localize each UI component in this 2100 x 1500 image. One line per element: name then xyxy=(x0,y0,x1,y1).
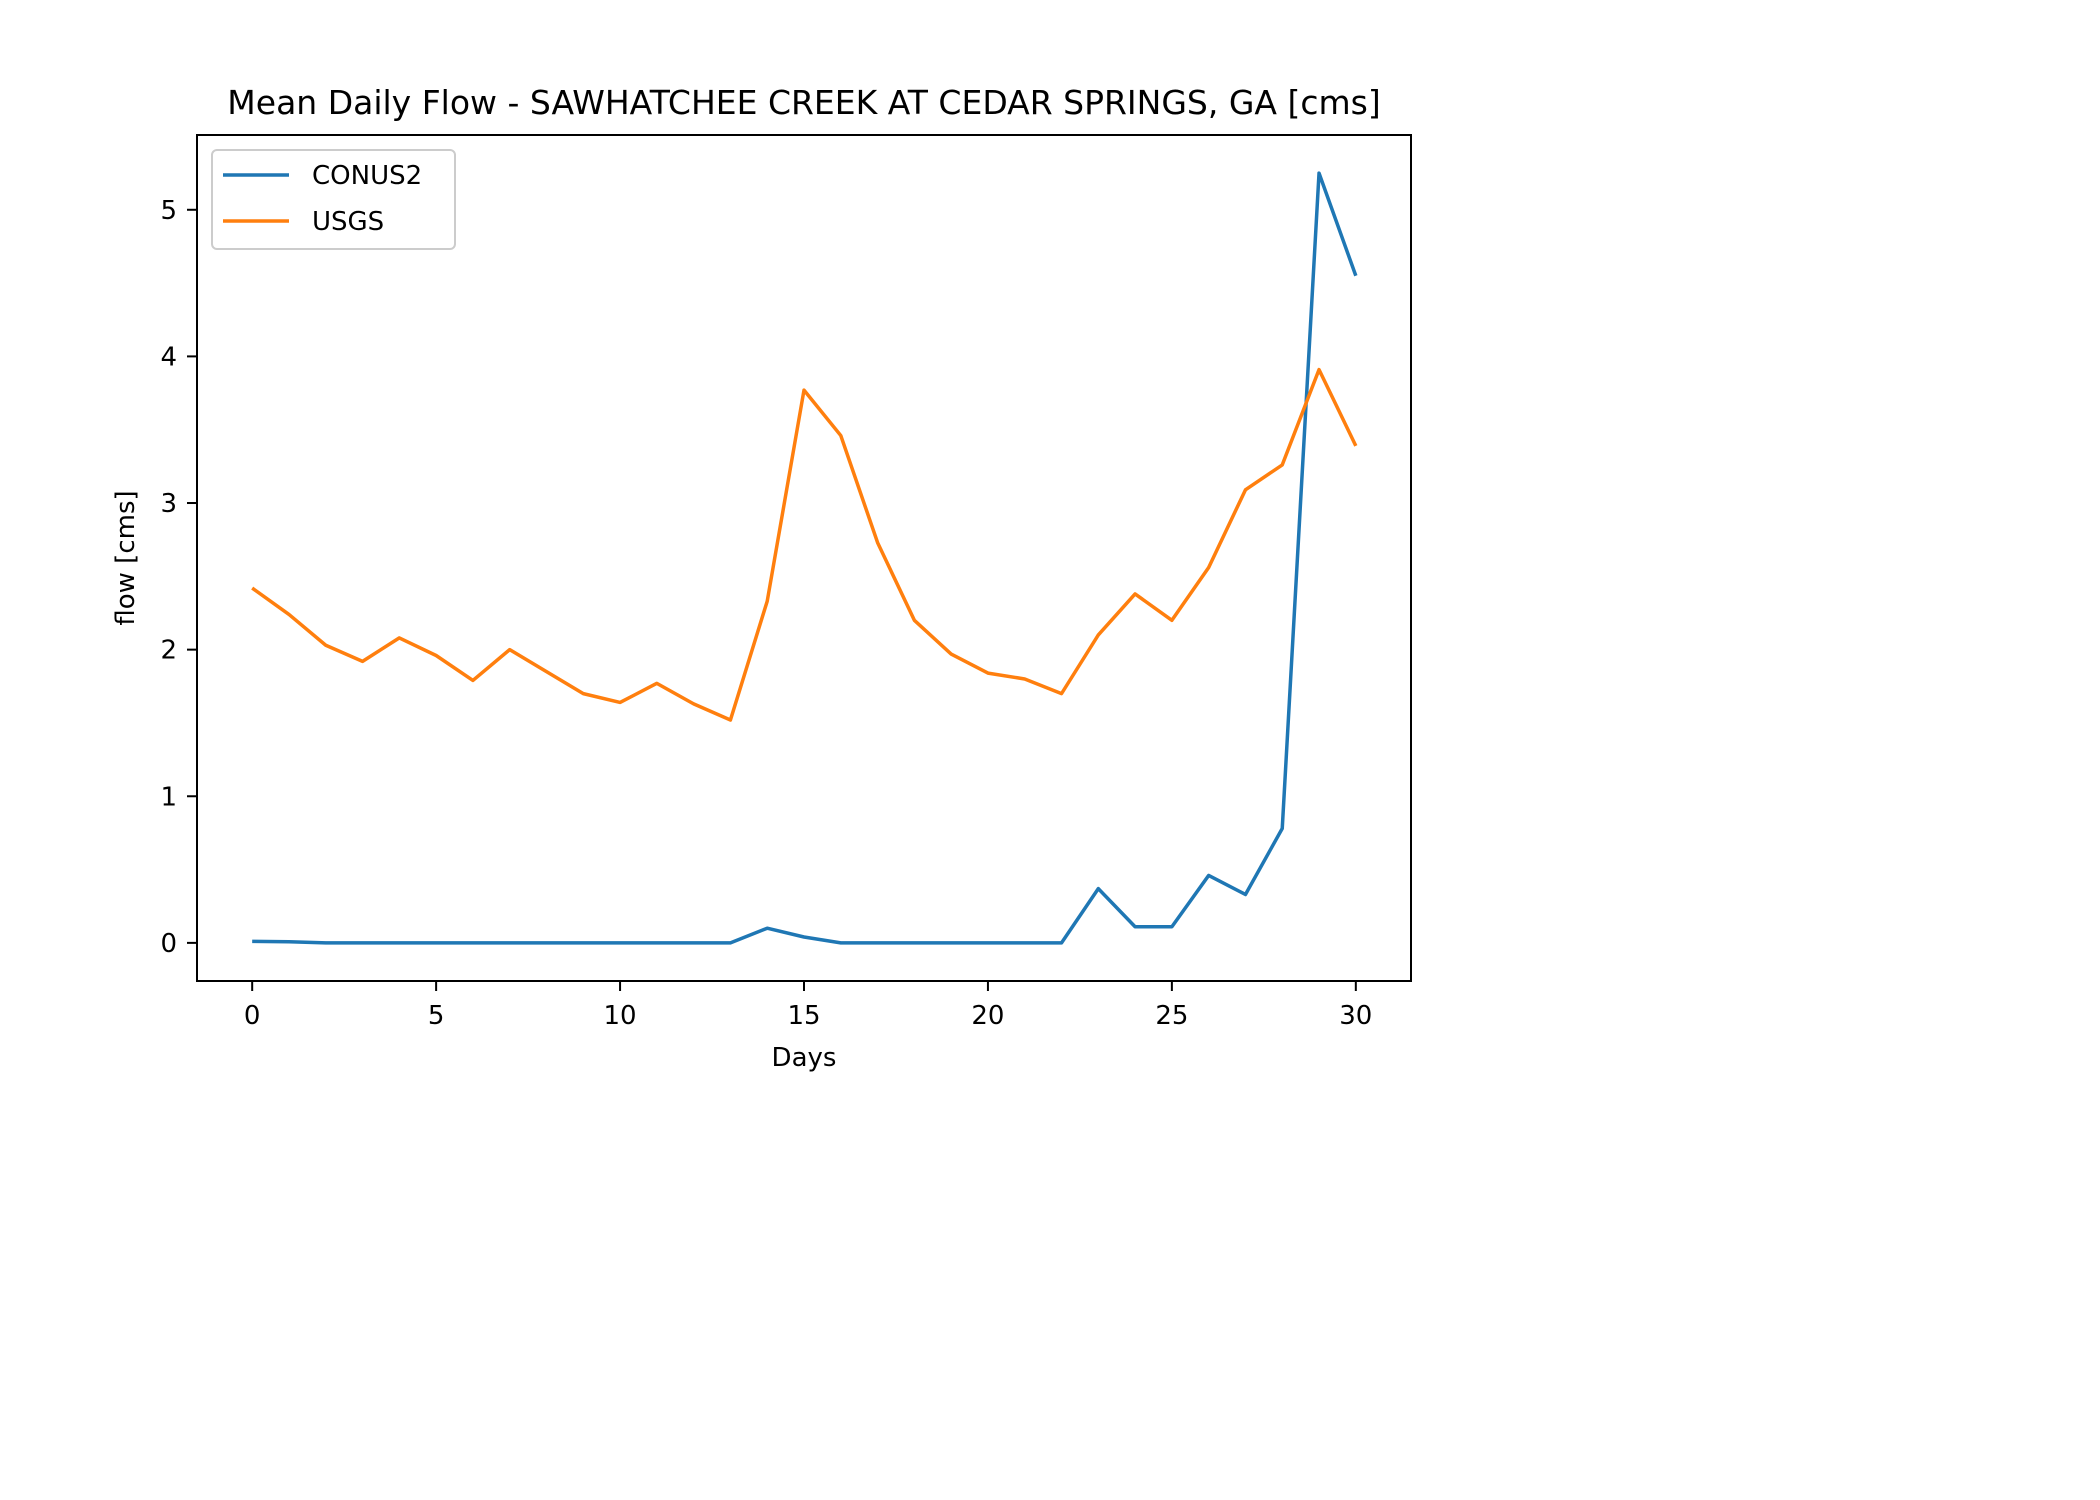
chart-title: Mean Daily Flow - SAWHATCHEE CREEK AT CE… xyxy=(227,83,1380,122)
x-tick-label: 10 xyxy=(604,1001,637,1031)
x-tick-label: 15 xyxy=(787,1001,820,1031)
legend: CONUS2 USGS xyxy=(211,149,456,250)
x-tick-label: 0 xyxy=(244,1001,261,1031)
y-tick-label: 0 xyxy=(160,929,177,959)
legend-label-usgs: USGS xyxy=(312,207,384,237)
y-tick-label: 4 xyxy=(160,342,177,372)
plot-area xyxy=(251,171,1358,945)
legend-label-conus2: CONUS2 xyxy=(312,161,422,191)
x-tick-label: 25 xyxy=(1155,1001,1188,1031)
x-tick-label: 20 xyxy=(971,1001,1004,1031)
y-tick-label: 3 xyxy=(160,489,177,519)
x-tick-label: 30 xyxy=(1339,1001,1372,1031)
x-axis-label: Days xyxy=(772,1043,837,1073)
x-tick-label: 5 xyxy=(428,1001,445,1031)
y-tick-label: 2 xyxy=(160,636,177,666)
y-tick-label: 1 xyxy=(160,782,177,812)
y-axis-label: flow [cms] xyxy=(111,490,141,625)
axes: 0 5 10 15 20 25 30 0 1 2 3 4 5 xyxy=(160,134,1412,1031)
line-chart: Mean Daily Flow - SAWHATCHEE CREEK AT CE… xyxy=(111,83,1412,1073)
y-tick-label: 5 xyxy=(160,196,177,226)
series-line-conus2 xyxy=(252,171,1358,945)
series-line-usgs xyxy=(251,367,1358,722)
